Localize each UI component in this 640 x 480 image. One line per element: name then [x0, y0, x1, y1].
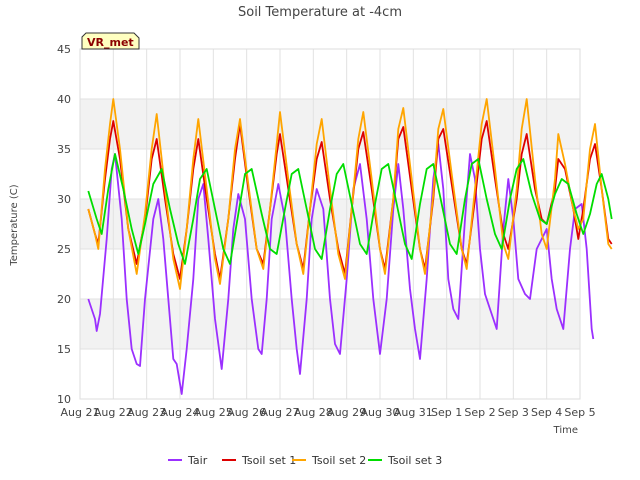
series-line-tsoil-set-2 [87, 98, 613, 290]
x-tick-label: Aug 28 [294, 406, 333, 419]
y-tick-label: 45 [57, 43, 71, 56]
y-tick-label: 10 [57, 393, 71, 406]
legend-label: Tair [187, 454, 208, 467]
x-tick-label: Aug 26 [227, 406, 266, 419]
x-tick-label: Sep 1 [431, 406, 462, 419]
station-badge: VR_met [81, 32, 140, 50]
x-tick-label: Aug 29 [327, 406, 366, 419]
legend-item-tsoil-set-1: Tsoil set 1 [222, 454, 296, 467]
y-tick-label: 20 [57, 293, 71, 306]
legend-item-tair: Tair [168, 454, 208, 467]
x-tick-label: Aug 25 [194, 406, 233, 419]
y-tick-labels: 10 15 20 25 30 35 40 45 [57, 43, 71, 406]
station-badge-label: VR_met [87, 36, 134, 49]
y-tick-label: 15 [57, 343, 71, 356]
x-tick-label: Aug 31 [394, 406, 433, 419]
x-tick-label: Aug 27 [261, 406, 300, 419]
x-axis-label: Time [553, 425, 578, 436]
station-badge-shape [81, 32, 140, 50]
legend-item-tsoil-set-3: Tsoil set 3 [368, 454, 442, 467]
series-lines [87, 98, 613, 395]
x-tick-label: Aug 21 [61, 406, 100, 419]
legend: Tair Tsoil set 1 Tsoil set 2 Tsoil set 3 [168, 454, 442, 467]
background-band [80, 99, 580, 149]
y-tick-label: 40 [57, 93, 71, 106]
x-tick-label: Aug 30 [361, 406, 400, 419]
x-tick-label: Sep 3 [498, 406, 529, 419]
legend-item-tsoil-set-2: Tsoil set 2 [292, 454, 366, 467]
x-tick-label: Aug 24 [161, 406, 200, 419]
x-tick-label: Aug 23 [127, 406, 166, 419]
y-tick-label: 35 [57, 143, 71, 156]
y-tick-label: 30 [57, 193, 71, 206]
x-tick-label: Sep 4 [531, 406, 562, 419]
legend-label: Tsoil set 2 [311, 454, 366, 467]
legend-label: Tsoil set 3 [387, 454, 442, 467]
x-tick-label: Aug 22 [94, 406, 133, 419]
legend-label: Tsoil set 1 [241, 454, 296, 467]
y-axis-label: Temperature (C) [9, 184, 20, 266]
series-line-tair [87, 143, 595, 395]
x-tick-label: Sep 2 [464, 406, 495, 419]
chart-title: Soil Temperature at -4cm [238, 5, 402, 20]
x-tick-label: Sep 5 [564, 406, 595, 419]
series-line-tsoil-set-3 [87, 153, 613, 265]
y-tick-label: 25 [57, 243, 71, 256]
